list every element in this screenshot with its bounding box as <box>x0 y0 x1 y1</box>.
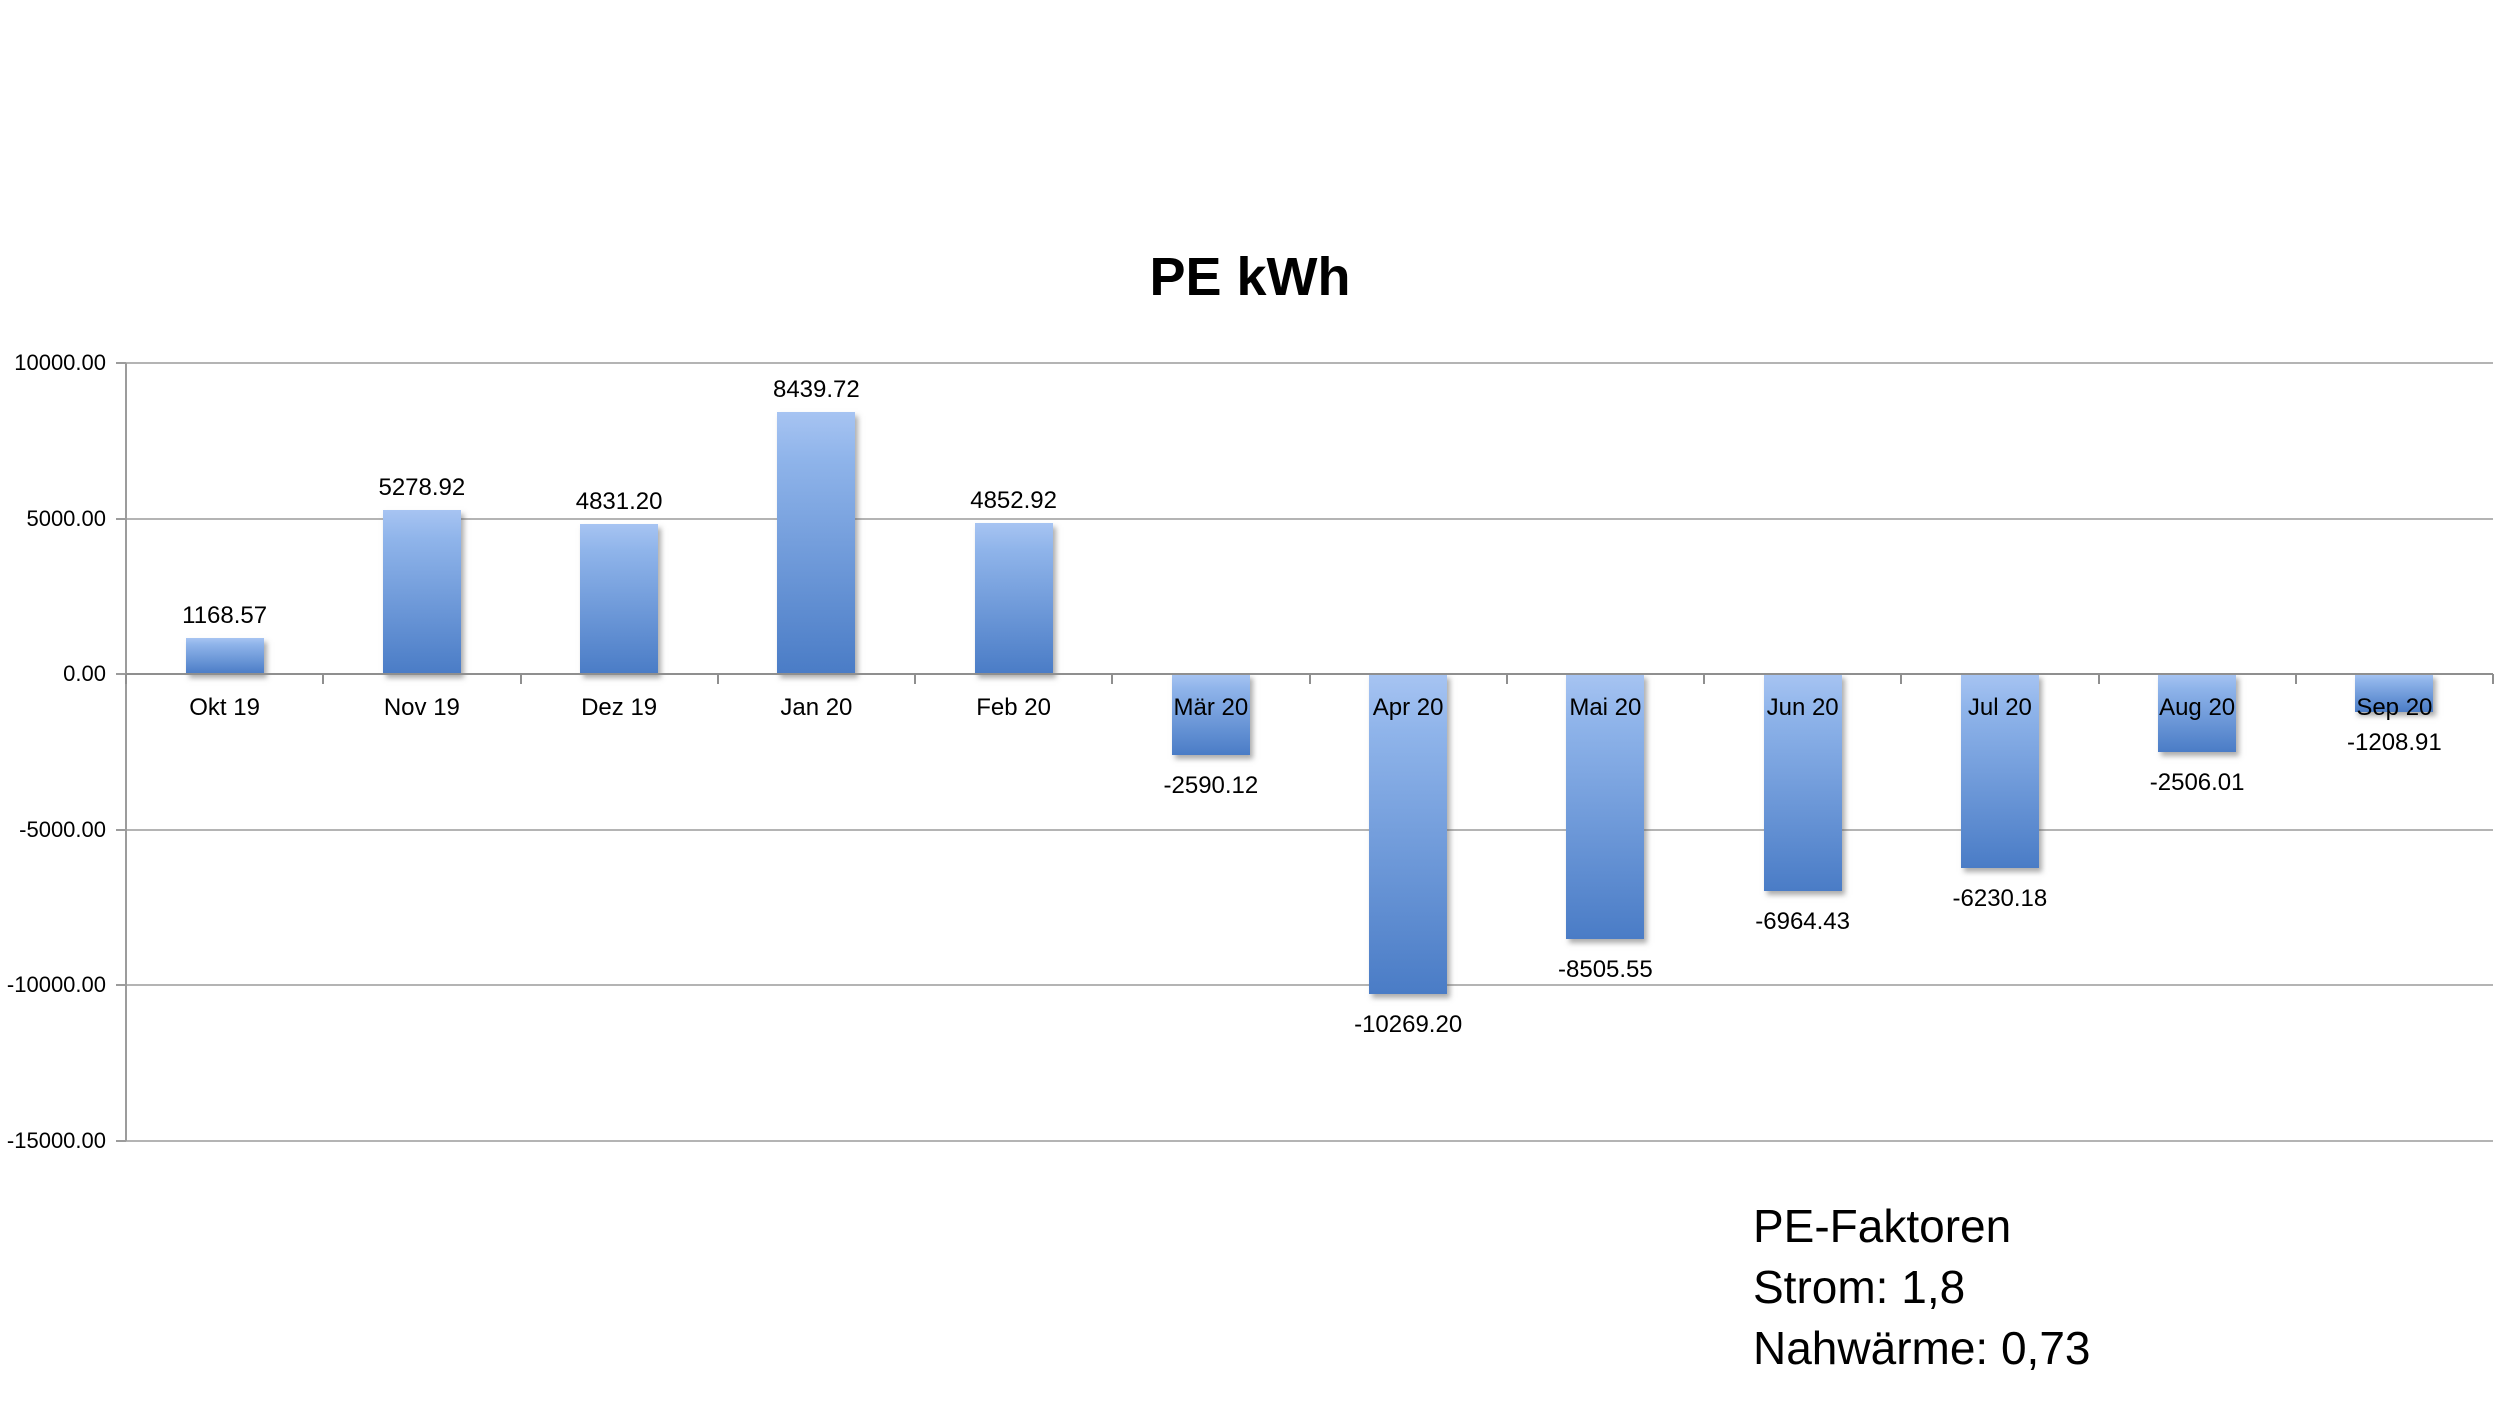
bar <box>1763 674 1842 891</box>
gridline <box>126 828 2493 831</box>
pe-factors-heading: PE-Faktoren <box>1753 1200 2012 1252</box>
value-label: 1168.57 <box>182 601 268 629</box>
category-axis-tick <box>2097 674 2100 685</box>
category-axis-tick <box>1505 674 1508 685</box>
y-axis-label: -15000.00 <box>6 1128 106 1153</box>
y-axis-label: -5000.00 <box>19 816 106 842</box>
category-label: Nov 19 <box>383 694 460 722</box>
bar <box>185 637 264 675</box>
y-axis-label: 10000.00 <box>14 350 106 375</box>
bar <box>1960 674 2039 869</box>
category-axis-tick <box>1703 674 1705 685</box>
bar <box>2355 674 2434 712</box>
value-label: 4852.92 <box>970 487 1057 515</box>
category-axis-tick <box>1900 674 1903 685</box>
y-axis-line <box>125 363 127 1141</box>
category-axis-tick <box>1308 674 1311 685</box>
category-axis-tick <box>914 674 916 685</box>
pe-factor-nahwaerme: Nahwärme: 0,73 <box>1753 1322 2091 1374</box>
category-label: Aug 20 <box>2159 694 2236 722</box>
value-label: 5278.92 <box>378 473 466 501</box>
value-label: 8439.72 <box>772 375 860 403</box>
pe-factor-strom: Strom: 1,8 <box>1753 1261 1966 1313</box>
category-label: Jun 20 <box>1766 694 1839 722</box>
category-axis-tick <box>125 674 127 685</box>
category-label: Feb 20 <box>976 694 1051 722</box>
bar <box>1566 674 1645 939</box>
bar <box>1171 674 1250 755</box>
category-label: Dez 19 <box>581 694 658 722</box>
bar <box>2158 674 2237 753</box>
bar <box>974 523 1053 675</box>
category-label: Sep 20 <box>2356 694 2433 722</box>
bar <box>1369 674 1448 994</box>
category-axis-tick <box>716 674 719 685</box>
y-axis-tick <box>116 362 126 364</box>
category-label: Apr 20 <box>1372 694 1444 722</box>
bar <box>777 411 856 675</box>
category-label: Okt 19 <box>189 694 260 722</box>
value-label: -6964.43 <box>1755 907 1850 935</box>
category-axis-tick <box>1111 674 1114 685</box>
bar <box>382 509 461 675</box>
y-axis-tick <box>116 1140 126 1142</box>
y-axis-tick <box>116 517 126 520</box>
y-axis-label: 0.00 <box>63 661 106 687</box>
category-label: Mai 20 <box>1569 694 1642 722</box>
value-label: -6230.18 <box>1952 885 2048 913</box>
category-label: Mär 20 <box>1173 694 1249 722</box>
y-axis-tick <box>116 673 126 676</box>
gridline <box>126 984 2493 987</box>
y-axis-label: 5000.00 <box>26 505 106 531</box>
category-axis-tick <box>2492 674 2494 685</box>
category-axis-tick <box>519 674 522 685</box>
category-axis-tick <box>322 674 325 685</box>
category-label: Jul 20 <box>1967 694 2032 722</box>
value-label: -2590.12 <box>1163 771 1259 799</box>
y-axis-tick <box>116 828 126 831</box>
gridline <box>126 1140 2493 1142</box>
category-axis-tick <box>2294 674 2297 685</box>
value-label: -1208.91 <box>2347 728 2442 756</box>
bar <box>580 523 659 675</box>
value-label: -10269.20 <box>1354 1010 1463 1038</box>
gridline <box>126 362 2493 364</box>
gridline <box>126 517 2493 520</box>
chart-title: PE kWh <box>1149 247 1351 307</box>
value-label: -2506.01 <box>2149 769 2245 797</box>
category-label: Jan 20 <box>780 694 853 722</box>
value-label: -8505.55 <box>1558 955 1653 983</box>
pe-factors-note: PE-Faktoren Strom: 1,8 Nahwärme: 0,73 <box>1753 1196 2091 1379</box>
y-axis-tick <box>116 984 126 987</box>
value-label: 4831.20 <box>575 487 663 515</box>
y-axis-label: -10000.00 <box>6 972 106 998</box>
